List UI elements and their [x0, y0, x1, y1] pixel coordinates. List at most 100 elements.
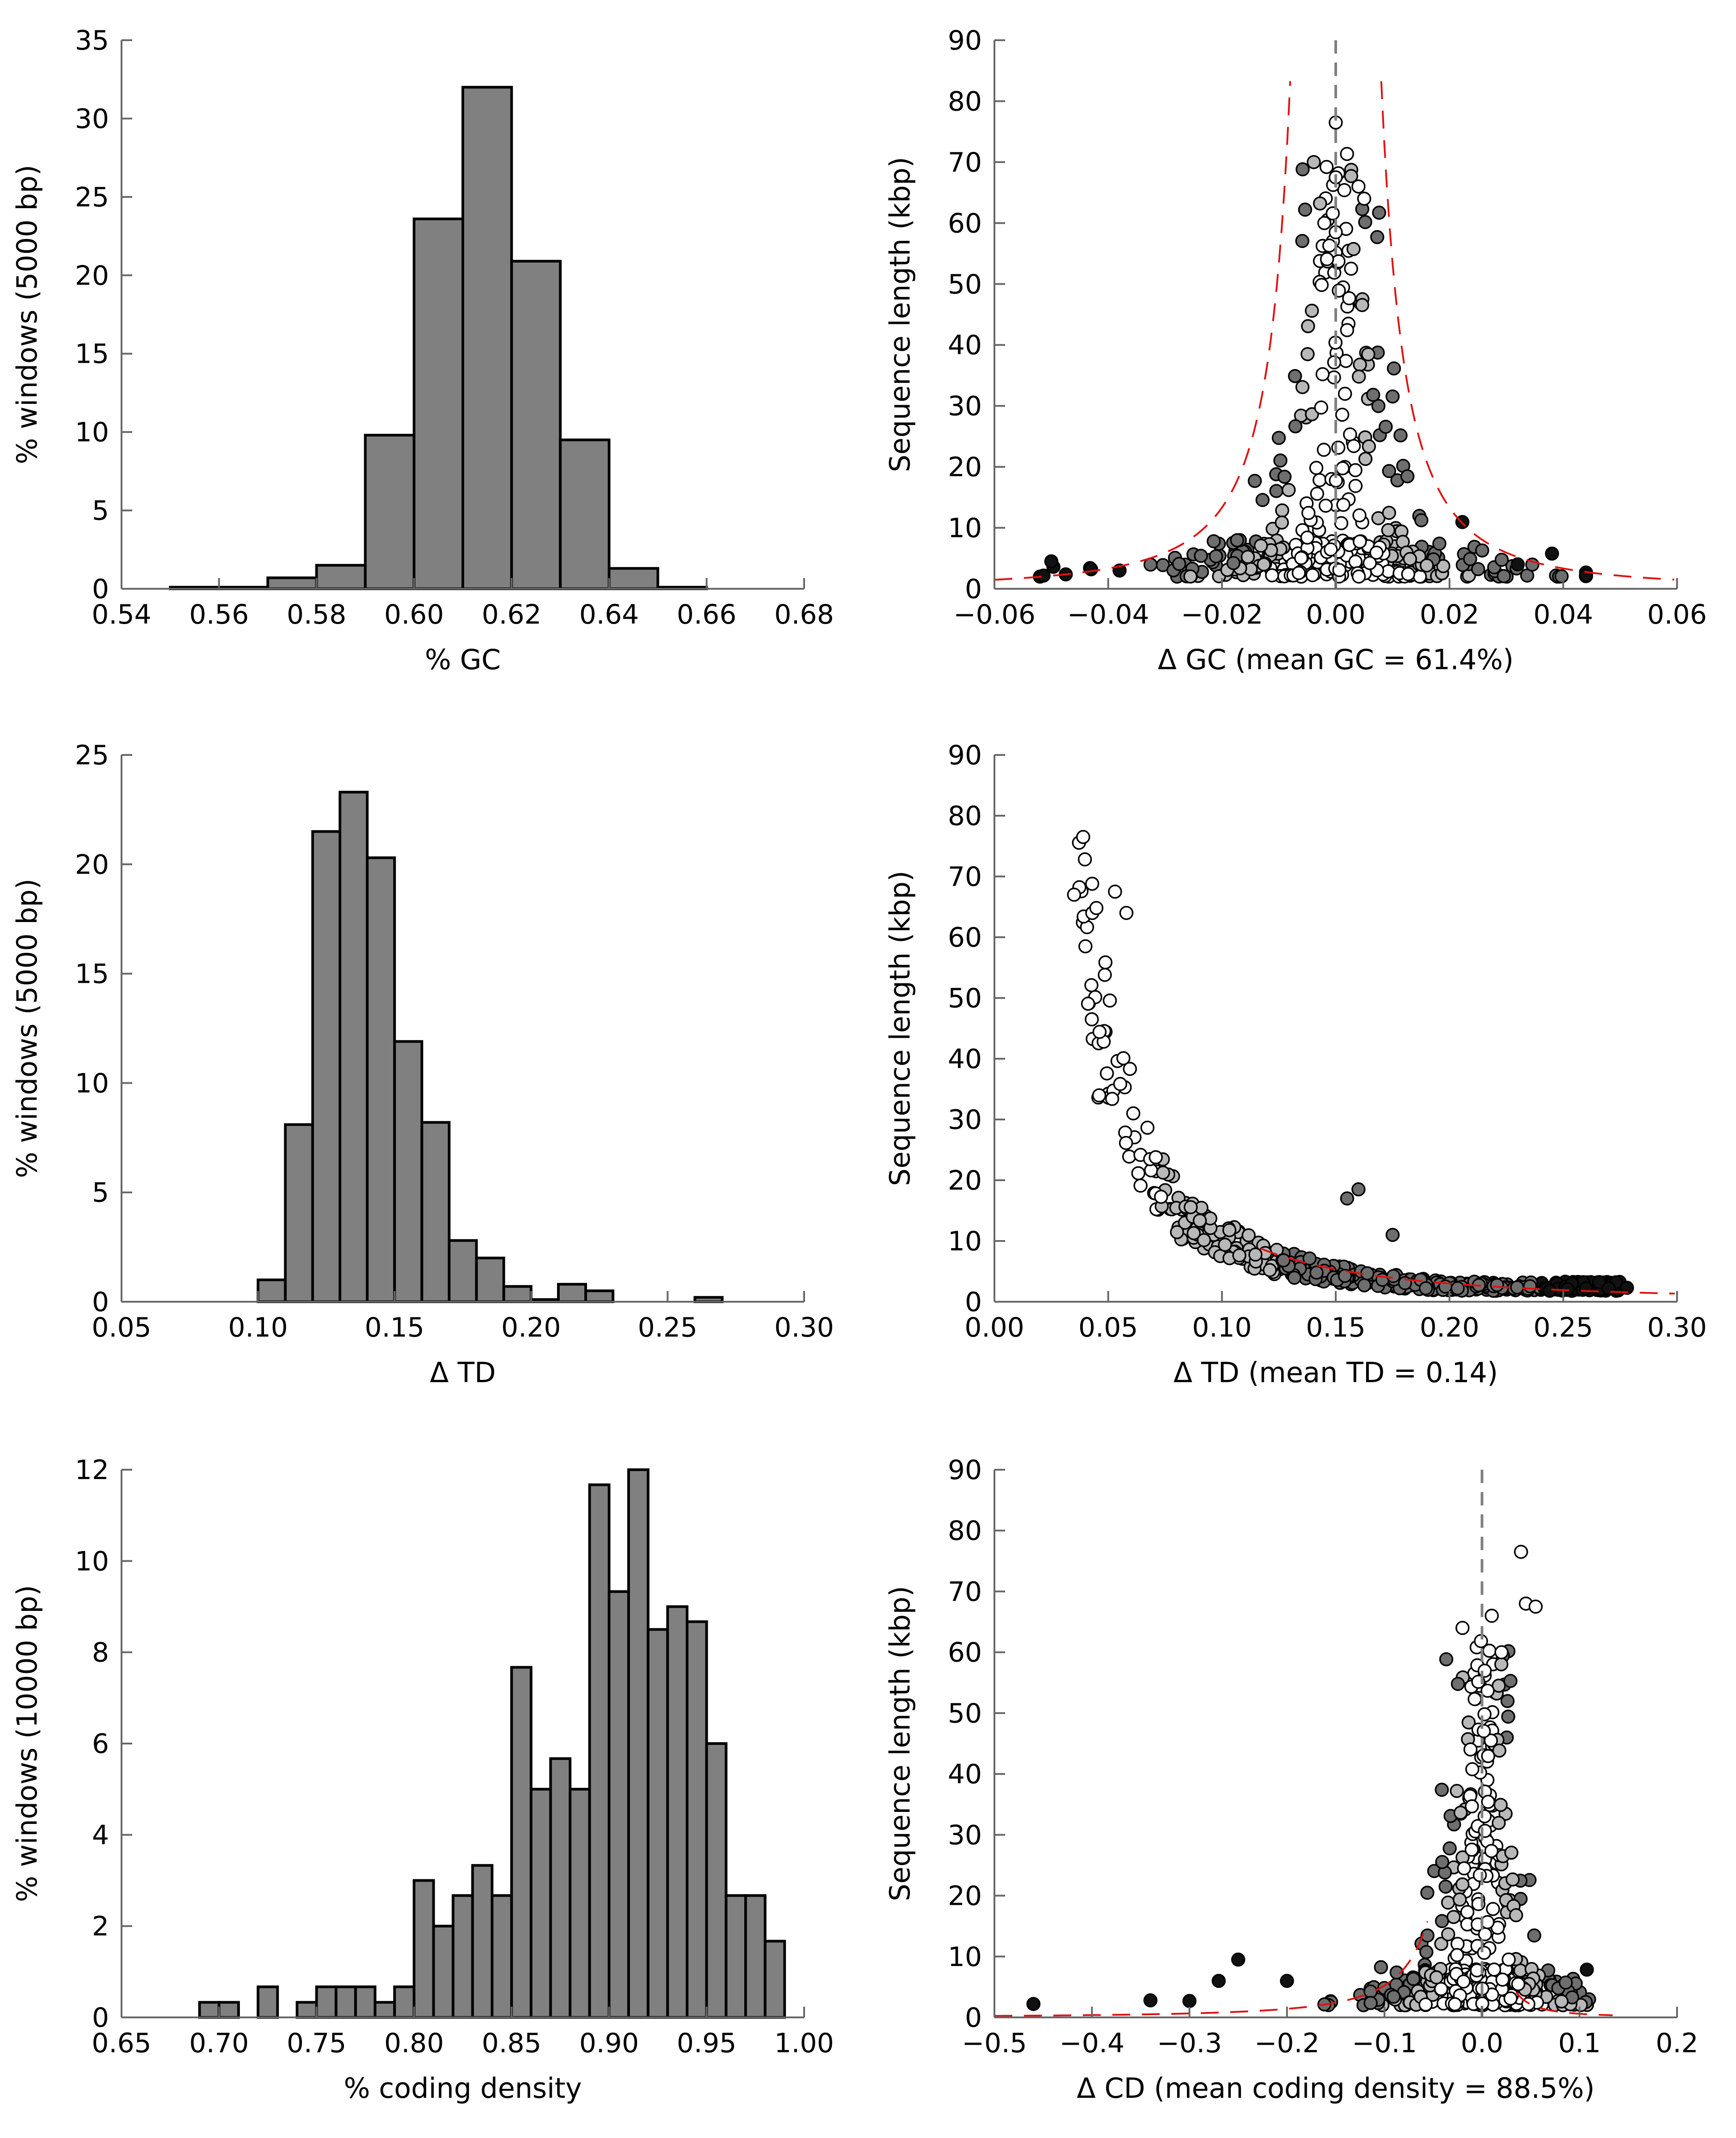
scatter-point — [1089, 901, 1103, 915]
histogram-bar — [412, 217, 464, 590]
y-tick-label: 50 — [948, 983, 982, 1014]
scatter-point — [1262, 1263, 1277, 1277]
scatter-point — [1352, 508, 1367, 523]
scatter-point — [1477, 1809, 1492, 1824]
scatter-point — [1362, 439, 1376, 454]
histogram-bar — [266, 576, 318, 590]
histogram-bar — [510, 1666, 533, 2019]
y-tick-label: 40 — [948, 1044, 982, 1075]
y-tick-label: 0 — [965, 1287, 982, 1318]
x-tick-label: −0.04 — [1067, 599, 1149, 630]
scatter-point — [1450, 1784, 1464, 1798]
y-tick-label: 30 — [948, 391, 982, 422]
scatter-point — [1314, 278, 1329, 292]
scatter-point — [1287, 1270, 1302, 1285]
panel-td-hist: 0 5 10 15 20 25 0.05 0.10 0.15 0.20 0.25 0.30 Δ TD % … — [11, 740, 834, 1389]
scatter-point — [1301, 319, 1315, 333]
scatter-point — [1451, 1281, 1465, 1295]
panel-cd-scatter: 0 10 20 30 40 50 60 70 80 90 −0.5 −0.4 −0.3 −0.2 −0.1 0… — [884, 1455, 1698, 2104]
y-axis-label: % windows (5000 bp) — [11, 879, 43, 1178]
scatter-point — [1490, 1278, 1504, 1292]
scatter-point — [1358, 452, 1373, 466]
scatter-point — [1036, 568, 1051, 583]
x-tick-label: 0.06 — [1647, 599, 1707, 630]
scatter-point — [1481, 1794, 1495, 1809]
x-tick-label: 0.85 — [482, 2028, 541, 2059]
y-tick-label: 50 — [948, 1698, 982, 1729]
scatter-point — [1317, 443, 1331, 457]
scatter-point — [1315, 367, 1330, 381]
scatter-point — [1366, 388, 1380, 402]
significance-boundary — [1260, 1247, 1675, 1295]
scatter-point — [1471, 562, 1485, 576]
scatter-point — [1232, 1248, 1246, 1263]
scatter-point — [1307, 155, 1321, 169]
y-tick-label: 30 — [948, 1819, 982, 1851]
y-tick-label: 20 — [948, 1881, 982, 1912]
x-tick-label: 0.60 — [384, 599, 444, 630]
scatter-point — [1420, 1886, 1434, 1900]
scatter-point — [1492, 1815, 1506, 1830]
scatter-point — [1327, 355, 1342, 369]
histogram-bar — [256, 1985, 279, 2019]
scatter-point — [1098, 955, 1113, 970]
x-tick-label: 0.05 — [1078, 1312, 1138, 1343]
scatter-point — [1084, 978, 1099, 993]
y-tick-label: 10 — [948, 1226, 982, 1257]
scatter-point — [1257, 557, 1271, 572]
scatter-point — [1543, 1283, 1557, 1298]
y-axis-label: % windows (5000 bp) — [11, 165, 43, 464]
y-tick-label: 30 — [75, 103, 109, 134]
scatter-point — [1241, 1228, 1256, 1242]
y-tick-label: 80 — [948, 1515, 982, 1547]
histogram-bar — [608, 567, 659, 590]
scatter-point — [1403, 552, 1417, 566]
scatter-point — [1325, 206, 1340, 221]
scatter-point — [1304, 303, 1319, 318]
x-axis-label: % coding density — [344, 2072, 582, 2104]
scatter-point — [1335, 407, 1350, 422]
scatter-point — [1248, 474, 1262, 488]
scatter-point — [1092, 1025, 1107, 1039]
histogram-bar — [218, 2001, 240, 2019]
histogram-bar — [198, 2001, 221, 2019]
scatter-point — [1511, 1977, 1526, 1991]
histogram-bar — [256, 1279, 287, 1304]
scatter-point — [1495, 1972, 1510, 1987]
scatter-point — [1420, 558, 1434, 573]
scatter-point — [1492, 1743, 1506, 1758]
scatter-point — [1463, 552, 1477, 566]
scatter-point — [1309, 1266, 1324, 1280]
scatter-point — [1319, 159, 1334, 174]
scatter-point — [1482, 1643, 1497, 1658]
scatter-point — [1453, 1806, 1468, 1820]
scatter-point — [1386, 1269, 1401, 1283]
scatter-point — [1370, 230, 1384, 244]
x-tick-label: 0.65 — [92, 2028, 151, 2059]
histogram-bar — [475, 1257, 505, 1304]
histogram-bar — [393, 1040, 424, 1303]
x-tick-label: 0.00 — [1306, 599, 1366, 630]
scatter-point — [1076, 830, 1090, 844]
scatter-point — [1312, 473, 1327, 487]
y-tick-label: 35 — [75, 25, 109, 56]
scatter-point — [1187, 1226, 1201, 1241]
y-tick-label: 90 — [948, 1455, 982, 1486]
scatter-point — [1447, 1997, 1462, 2012]
scatter-point — [1387, 361, 1401, 376]
x-tick-label: 0.95 — [677, 2028, 737, 2059]
scatter-point — [1352, 369, 1366, 384]
histogram-bar — [725, 1894, 747, 2019]
scatter-point — [1288, 369, 1302, 383]
scatter-point — [1222, 1223, 1237, 1237]
scatter-point — [1414, 513, 1429, 528]
scatter-point — [1386, 1990, 1401, 2004]
scatter-point — [1302, 1251, 1317, 1266]
x-tick-label: 0.62 — [482, 599, 541, 630]
x-tick-label: 0.30 — [1647, 1312, 1707, 1343]
histogram-bar — [705, 1742, 728, 2019]
panel-cd-hist: 0 2 4 6 8 10 12 0.65 0.70 0.75 0.80 0.85 0.90 0.95 1.0… — [11, 1455, 834, 2104]
scatter-point — [1281, 483, 1296, 497]
x-tick-label: 0.15 — [365, 1312, 424, 1343]
x-tick-label: 0.64 — [579, 599, 639, 630]
